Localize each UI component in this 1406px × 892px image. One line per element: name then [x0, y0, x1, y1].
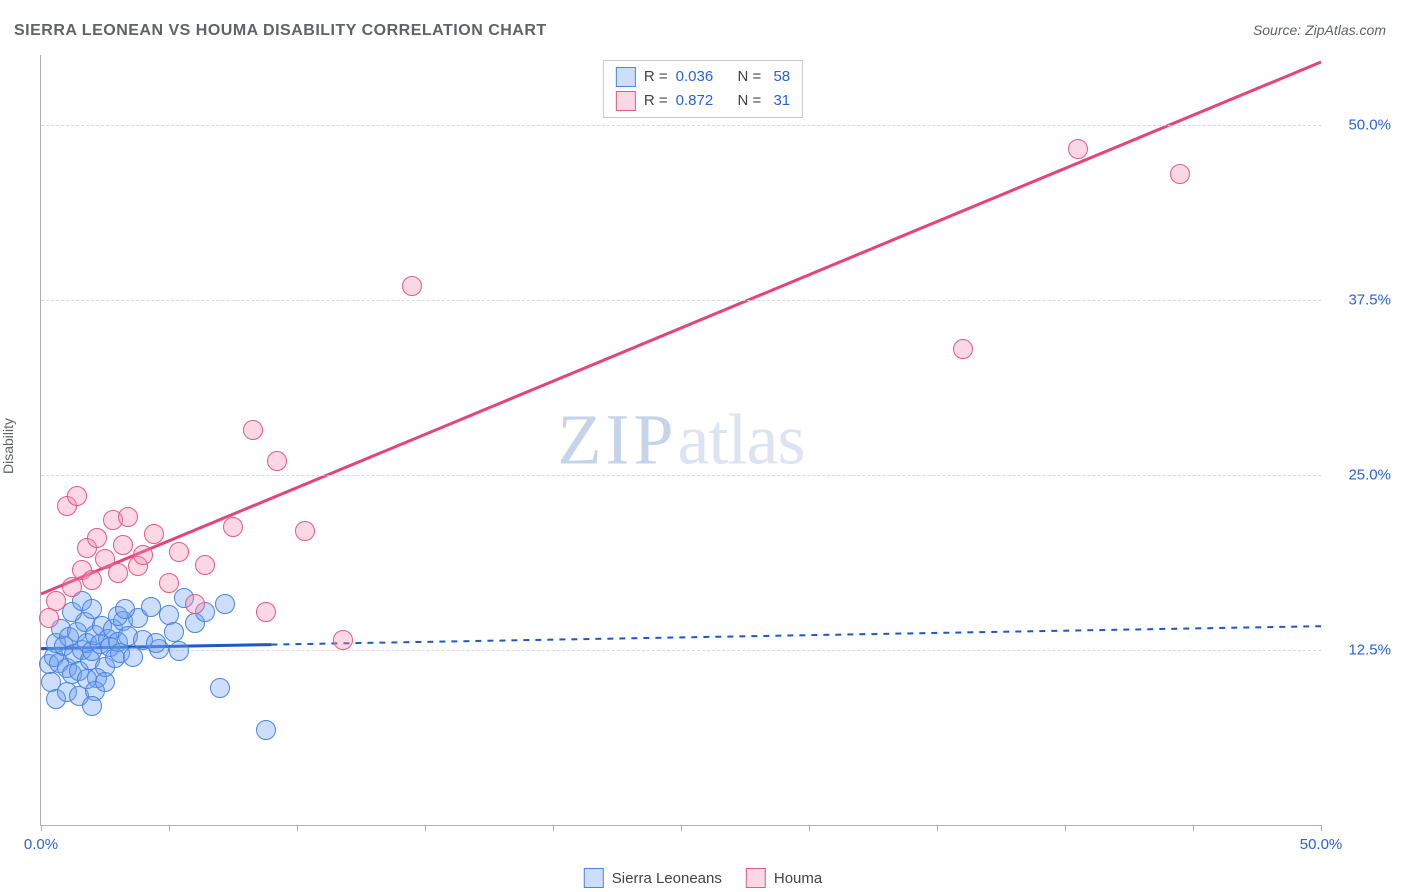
- data-point: [267, 451, 287, 471]
- y-tick-label: 50.0%: [1331, 117, 1391, 134]
- data-point: [46, 591, 66, 611]
- data-point: [82, 570, 102, 590]
- data-point: [95, 672, 115, 692]
- x-tick: [809, 825, 810, 831]
- data-point: [133, 545, 153, 565]
- legend-item: Sierra Leoneans: [584, 868, 722, 888]
- trend-line-dashed: [271, 626, 1321, 644]
- data-point: [115, 599, 135, 619]
- trend-line-solid: [41, 62, 1321, 594]
- plot-area: ZIPatlas 12.5%25.0%37.5%50.0%0.0%50.0%: [40, 55, 1321, 826]
- data-point: [223, 517, 243, 537]
- x-tick: [1193, 825, 1194, 831]
- chart-container: SIERRA LEONEAN VS HOUMA DISABILITY CORRE…: [0, 0, 1406, 892]
- legend-row: R =0.872 N = 31: [616, 89, 790, 113]
- watermark: ZIPatlas: [558, 399, 805, 482]
- x-tick-label: 0.0%: [24, 836, 58, 853]
- data-point: [169, 641, 189, 661]
- data-point: [108, 563, 128, 583]
- x-tick: [297, 825, 298, 831]
- y-axis-label: Disability: [0, 418, 16, 474]
- data-point: [256, 602, 276, 622]
- gridline: [41, 650, 1321, 651]
- data-point: [195, 555, 215, 575]
- data-point: [146, 633, 166, 653]
- source-label: Source: ZipAtlas.com: [1253, 22, 1386, 38]
- x-tick: [553, 825, 554, 831]
- data-point: [402, 276, 422, 296]
- data-point: [87, 528, 107, 548]
- data-point: [123, 647, 143, 667]
- x-tick: [937, 825, 938, 831]
- data-point: [185, 594, 205, 614]
- x-tick: [169, 825, 170, 831]
- legend-item: Houma: [746, 868, 822, 888]
- data-point: [82, 599, 102, 619]
- x-tick: [1321, 825, 1322, 831]
- data-point: [169, 542, 189, 562]
- data-point: [1068, 139, 1088, 159]
- data-point: [82, 696, 102, 716]
- data-point: [215, 594, 235, 614]
- y-tick-label: 12.5%: [1331, 642, 1391, 659]
- data-point: [164, 622, 184, 642]
- data-point: [118, 507, 138, 527]
- gridline: [41, 475, 1321, 476]
- x-tick-label: 50.0%: [1300, 836, 1343, 853]
- x-tick: [681, 825, 682, 831]
- x-tick: [425, 825, 426, 831]
- data-point: [953, 339, 973, 359]
- data-point: [295, 521, 315, 541]
- y-tick-label: 25.0%: [1331, 467, 1391, 484]
- chart-title: SIERRA LEONEAN VS HOUMA DISABILITY CORRE…: [14, 22, 547, 40]
- gridline: [41, 125, 1321, 126]
- data-point: [159, 573, 179, 593]
- data-point: [243, 420, 263, 440]
- data-point: [67, 486, 87, 506]
- data-point: [210, 678, 230, 698]
- trend-lines: [41, 55, 1321, 825]
- legend-correlation: R =0.036 N = 58R =0.872 N = 31: [603, 60, 803, 118]
- data-point: [144, 524, 164, 544]
- gridline: [41, 300, 1321, 301]
- x-tick: [1065, 825, 1066, 831]
- x-tick: [41, 825, 42, 831]
- data-point: [1170, 164, 1190, 184]
- data-point: [256, 720, 276, 740]
- y-tick-label: 37.5%: [1331, 292, 1391, 309]
- data-point: [62, 577, 82, 597]
- data-point: [113, 535, 133, 555]
- legend-row: R =0.036 N = 58: [616, 65, 790, 89]
- legend-series: Sierra Leoneans Houma: [584, 868, 822, 888]
- data-point: [333, 630, 353, 650]
